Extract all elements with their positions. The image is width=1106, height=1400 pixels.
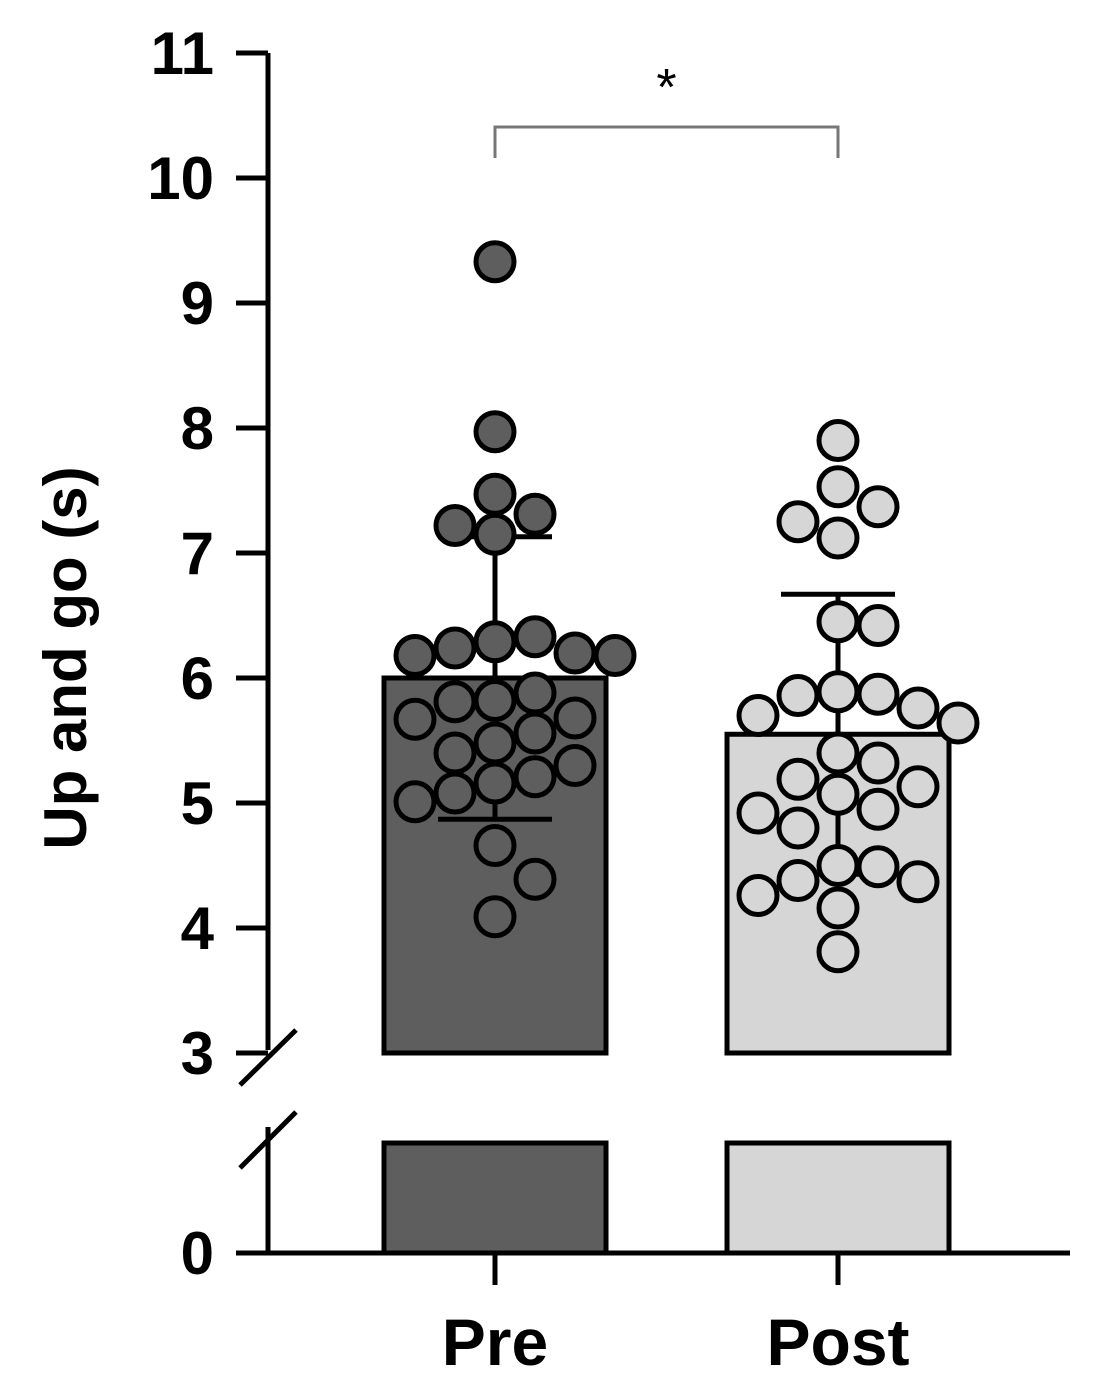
data-point-post (856, 787, 900, 831)
y-tick-label-9: 9 (181, 270, 214, 337)
data-point-pre (553, 631, 597, 675)
data-point-pre (473, 895, 517, 939)
data-point-post (856, 845, 900, 889)
data-point-post (776, 859, 820, 902)
y-tick-label-5: 5 (181, 770, 214, 837)
x-tick-label-post: Post (766, 1305, 909, 1379)
y-axis-title: Up and go (s) (32, 466, 99, 849)
data-point-post (856, 741, 900, 785)
y-tick-label-10: 10 (147, 145, 214, 212)
data-point-pre (393, 780, 437, 824)
data-point-pre (473, 240, 517, 284)
data-point-pre (433, 504, 477, 547)
points-layer (393, 240, 980, 974)
data-point-pre (433, 626, 477, 670)
data-point-pre (513, 492, 557, 536)
data-point-post (736, 874, 780, 917)
data-point-post (816, 844, 860, 887)
data-point-pre (473, 679, 517, 722)
y-tick-label-0: 0 (181, 1220, 214, 1287)
data-point-post (896, 765, 940, 809)
y-tick-label-11: 11 (151, 20, 214, 87)
data-point-pre (513, 615, 557, 659)
data-point-pre (473, 721, 517, 765)
data-point-post (896, 686, 940, 730)
x-tick-label-pre: Pre (442, 1305, 548, 1379)
data-point-pre (433, 771, 477, 815)
data-point-pre (473, 472, 517, 516)
data-point-post (856, 672, 900, 716)
data-point-pre (553, 696, 597, 740)
bar-post-lower (724, 1140, 952, 1256)
y-tick-label-6: 6 (181, 645, 214, 712)
data-point-post (936, 701, 980, 745)
data-point-pre (513, 711, 557, 755)
data-point-pre (473, 512, 517, 556)
axes-layer (236, 50, 1070, 1285)
y-tick-label-8: 8 (181, 395, 214, 462)
data-point-post (816, 731, 860, 775)
data-point-post (776, 674, 820, 717)
data-point-pre (393, 634, 437, 677)
data-point-post (736, 791, 780, 835)
y-tick-label-3: 3 (181, 1020, 214, 1087)
data-point-post (816, 772, 860, 816)
data-point-post (816, 465, 860, 509)
data-point-post (776, 757, 820, 801)
data-point-pre (393, 697, 437, 741)
data-point-pre (553, 744, 597, 787)
data-point-pre (473, 620, 517, 664)
data-point-post (816, 419, 860, 462)
data-point-post (816, 600, 860, 644)
axis-break-mark-top (238, 1028, 298, 1087)
data-point-post (816, 670, 860, 714)
data-point-post (896, 860, 940, 904)
data-point-post (816, 930, 860, 974)
data-point-pre (433, 680, 477, 724)
data-point-pre (473, 410, 517, 454)
data-point-post (856, 604, 900, 647)
data-point-post (816, 886, 860, 930)
data-point-pre (473, 761, 517, 805)
significance-bracket (493, 125, 840, 158)
data-point-pre (513, 755, 557, 799)
y-tick-label-4: 4 (181, 895, 215, 962)
data-point-post (776, 500, 820, 544)
data-point-post (736, 694, 780, 737)
data-point-pre (433, 731, 477, 775)
significance-label: * (656, 59, 676, 117)
data-point-post (776, 806, 820, 850)
data-point-pre (593, 634, 637, 677)
bar-pre-lower (381, 1140, 609, 1256)
y-tick-label-7: 7 (181, 520, 214, 587)
data-point-pre (513, 671, 557, 715)
data-point-pre (513, 857, 557, 901)
data-point-post (816, 516, 860, 560)
data-point-pre (473, 824, 517, 867)
labels-layer: 3 4 5 6 7 8 9 10 11 0 Pre Post * (147, 20, 909, 1379)
data-point-post (856, 485, 900, 529)
axis-break-mark-bottom (238, 1110, 298, 1170)
